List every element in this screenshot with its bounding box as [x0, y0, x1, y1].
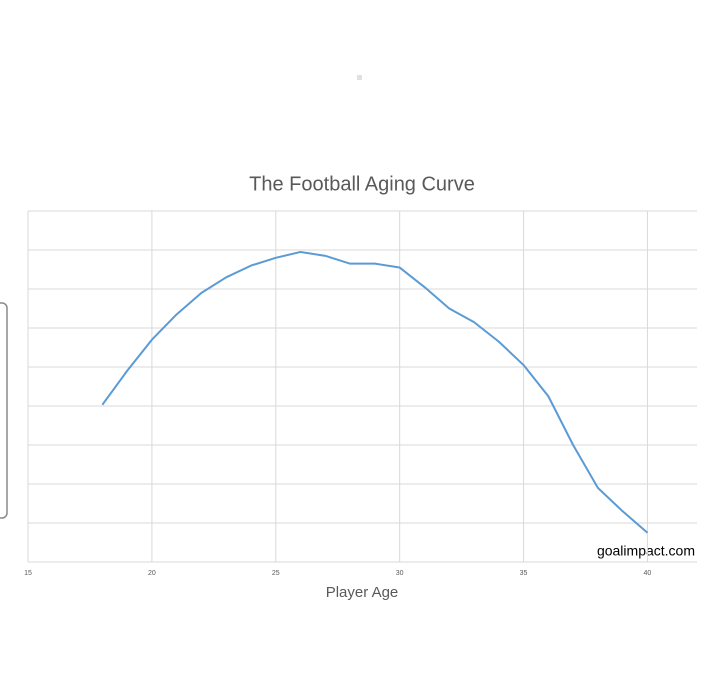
side-panel-edge — [0, 302, 8, 519]
watermark: goalimpact.com — [597, 543, 695, 559]
indicator — [357, 75, 362, 80]
x-axis-label: Player Age — [326, 584, 399, 601]
x-tick-label: 30 — [396, 570, 404, 577]
data-line — [101, 250, 649, 534]
chart-title: The Football Aging Curve — [249, 173, 475, 195]
x-tick-label: 15 — [24, 570, 32, 577]
x-tick-label: 40 — [644, 570, 652, 577]
x-tick-label: 20 — [148, 570, 156, 577]
x-tick-label: 25 — [272, 570, 280, 577]
x-tick-label: 35 — [520, 570, 528, 577]
